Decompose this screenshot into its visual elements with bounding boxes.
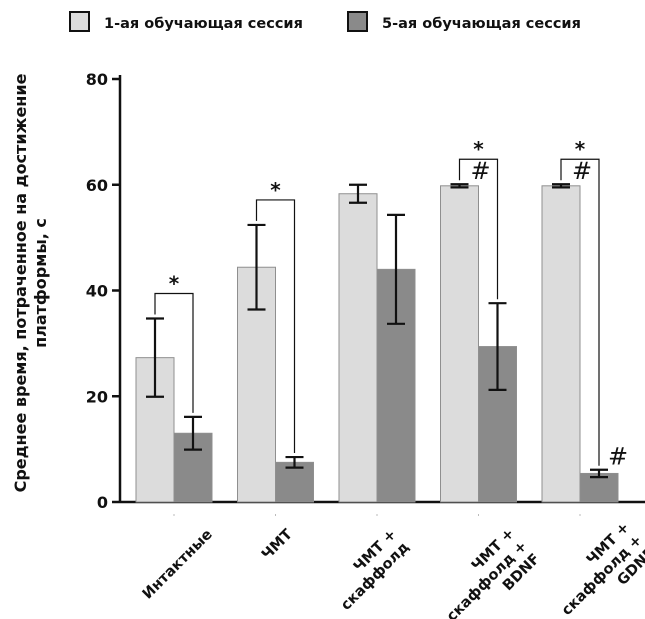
category-label-group-2: ЧМТ bbox=[259, 526, 296, 563]
significance-star-c4: * bbox=[473, 137, 484, 161]
y-tick-label-20: 20 bbox=[86, 387, 108, 406]
category-label-1-line-1: Интактные bbox=[140, 526, 216, 602]
legend-label-1: 1-ая обучающая сессия bbox=[104, 16, 303, 32]
category-label-2-line-1: ЧМТ bbox=[259, 526, 296, 563]
legend: 1-ая обучающая сессия 5-ая обучающая сесс… bbox=[69, 11, 581, 32]
significance-bracket-c1 bbox=[154, 292, 194, 413]
y-tick-label-0: 0 bbox=[97, 493, 108, 512]
y-axis-label: Среднее время, потраченное на достижение… bbox=[11, 73, 50, 492]
bar-s2-c2 bbox=[275, 461, 314, 503]
y-axis-label-line-2: платформы, с bbox=[31, 218, 50, 348]
category-label-group-5: ЧМТ +скаффолд +GDNF bbox=[559, 520, 645, 619]
significance-bracket-c2 bbox=[255, 199, 296, 454]
bar-s1-c3 bbox=[338, 193, 378, 503]
significance-star-c1: * bbox=[169, 272, 180, 296]
annotations: *** *# ## bbox=[154, 137, 628, 471]
legend-swatch-2 bbox=[347, 11, 368, 32]
category-label-group-1: Интактные bbox=[140, 526, 216, 602]
significance-star-c5: * bbox=[575, 137, 586, 161]
hash-mark-c5-s1: # bbox=[572, 157, 592, 185]
bar-s1-c4 bbox=[440, 185, 479, 503]
hash-mark-c5-s2: # bbox=[608, 443, 628, 471]
category-label-group-4: ЧМТ +скаффолд +BDNF bbox=[444, 526, 543, 619]
significance-bracket-c5 bbox=[560, 158, 600, 466]
y-tick-label-60: 60 bbox=[86, 176, 108, 195]
category-label-group-3: ЧМТ +скаффолд bbox=[338, 527, 412, 614]
y-axis-label-line-1: Среднее время, потраченное на достижение bbox=[11, 73, 30, 492]
legend-label-2: 5-ая обучающая сессия bbox=[382, 16, 581, 32]
bars bbox=[135, 183, 619, 503]
legend-swatch-1 bbox=[69, 11, 90, 32]
bar-s1-c5 bbox=[541, 185, 581, 503]
hash-mark-c4-s1: # bbox=[471, 157, 491, 185]
significance-bracket-c4 bbox=[458, 158, 499, 300]
category-labels: Интактные ЧМТ ЧМТ +скаффолд ЧМТ +скаффолд +… bbox=[140, 520, 645, 619]
y-tick-label-40: 40 bbox=[86, 282, 108, 301]
y-tick-label-80: 80 bbox=[86, 70, 108, 89]
significance-star-c2: * bbox=[270, 178, 281, 202]
